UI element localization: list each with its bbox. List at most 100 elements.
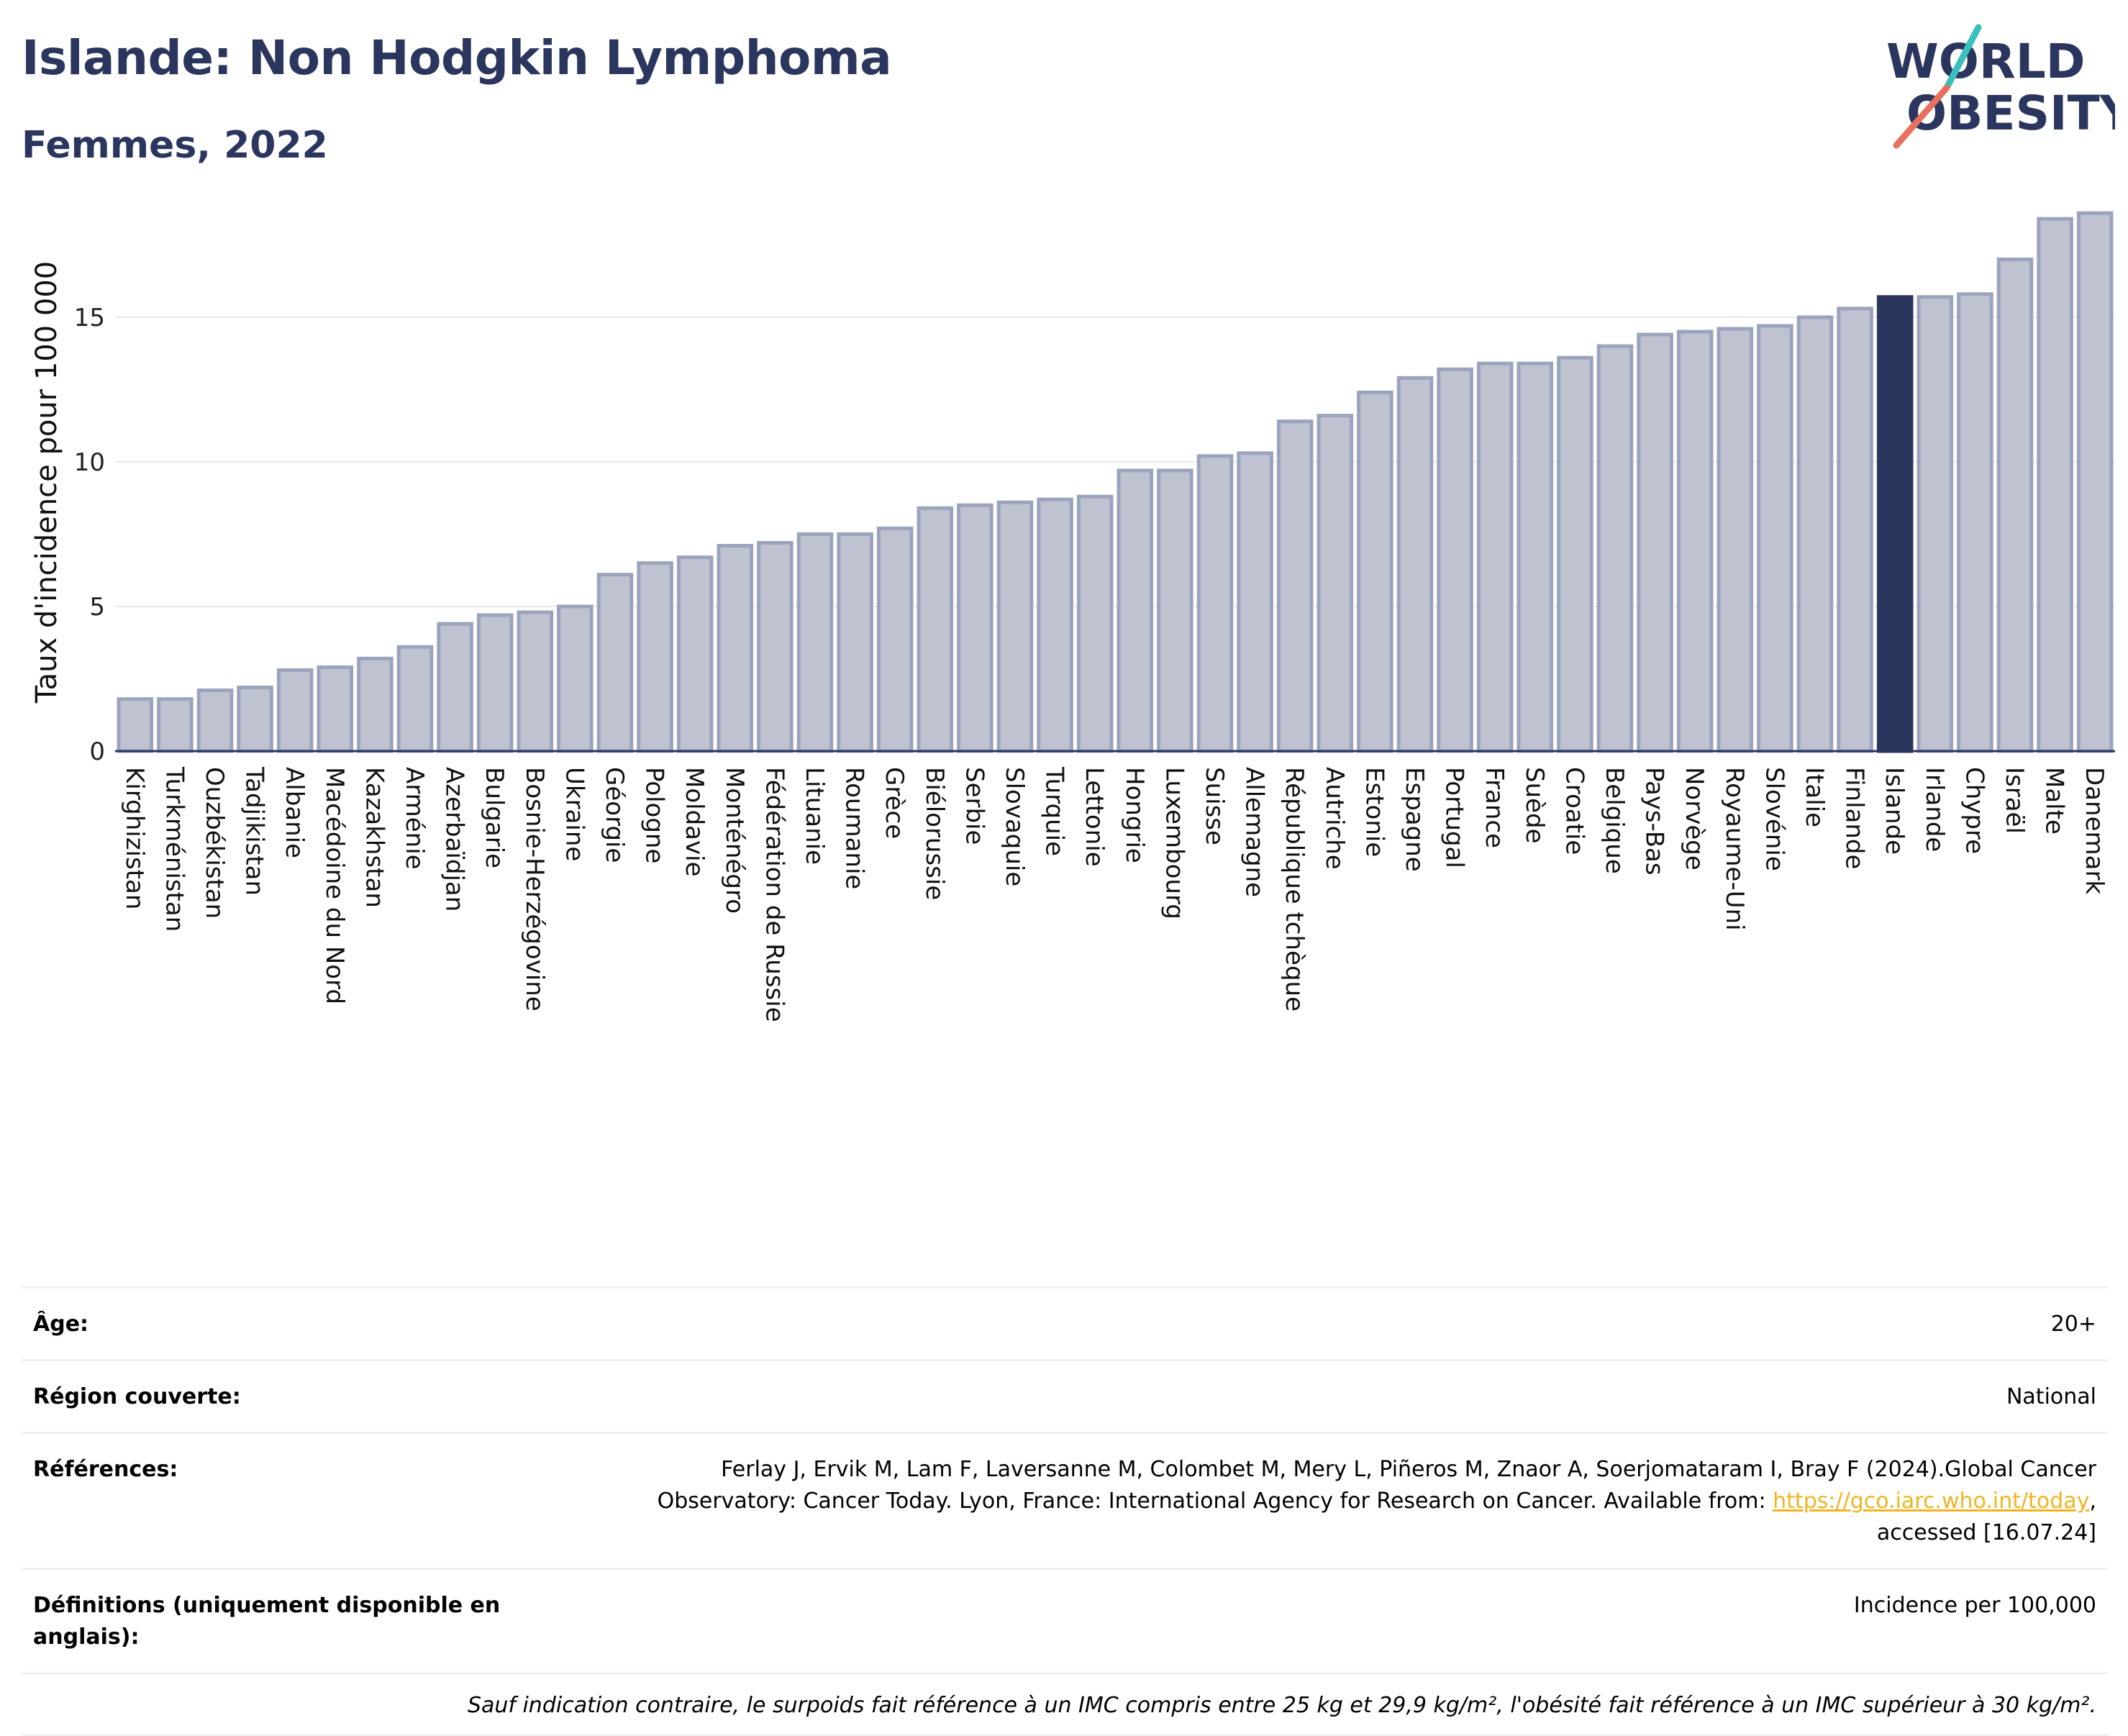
age-label: Âge: [33, 1312, 89, 1337]
logo-slash-coral [1893, 84, 1950, 149]
x-tick-label: Kazakhstan [360, 767, 388, 908]
references-link[interactable]: https://gco.iarc.who.int/today [1773, 1489, 2090, 1514]
x-tick-label: Irlande [1920, 767, 1949, 852]
x-tick-label: Ouzbékistan [200, 767, 229, 919]
info-row-region: Région couverte: National [22, 1359, 2108, 1432]
bar-42 [1796, 315, 1834, 753]
bar-40 [1717, 327, 1754, 753]
x-tick-label: Macédoine du Nord [320, 767, 349, 1004]
x-tick-label: Biélorussie [920, 767, 949, 900]
bar-18 [837, 532, 873, 753]
x-tick-label: Portugal [1440, 767, 1469, 868]
y-tick-label: 5 [89, 593, 105, 622]
bar-2 [196, 689, 234, 753]
x-tick-label: Chypre [1960, 767, 1988, 854]
x-tick-label: Estonie [1360, 767, 1388, 857]
bar-9 [476, 613, 514, 753]
x-tick-label: Lituanie [800, 767, 829, 865]
x-tick-label: Danemark [2080, 767, 2109, 894]
bar-24 [1076, 494, 1114, 753]
bar-35 [1517, 361, 1554, 753]
x-tick-label: Suède [1520, 767, 1549, 844]
bar-14 [676, 555, 714, 753]
x-tick-label: Albanie [280, 767, 309, 858]
x-tick-label: Arménie [400, 767, 429, 870]
y-tick-label: 10 [74, 448, 105, 477]
x-tick-label: Pologne [640, 767, 669, 863]
bar-46 [1957, 292, 1993, 753]
bar-23 [1037, 497, 1073, 753]
footnote: Sauf indication contraire, le surpoids f… [22, 1672, 2108, 1736]
bar-11 [557, 604, 594, 753]
x-tick-label: Autriche [1320, 767, 1349, 870]
bar-4 [276, 668, 314, 753]
info-row-definitions: Définitions (uniquement disponible en an… [22, 1568, 2108, 1672]
x-tick-label: Espagne [1400, 767, 1429, 872]
bar-26 [1157, 468, 1193, 753]
x-tick-label: Belgique [1600, 767, 1629, 874]
x-tick-label: Slovénie [1760, 767, 1788, 871]
bar-49 [2076, 211, 2114, 753]
x-tick-label: Luxembourg [1160, 767, 1188, 919]
bar-3 [237, 686, 273, 753]
x-tick-label: Lettonie [1080, 767, 1109, 867]
age-value: 20+ [2050, 1312, 2096, 1337]
bar-chart: 0 5 10 15 Kirghizistan Turkménistan Ouzbékist… [30, 211, 2115, 1022]
definitions-label: Définitions (uniquement disponible en an… [33, 1593, 501, 1650]
bar-28 [1237, 451, 1273, 753]
chart-subtitle: Femmes, 2022 [22, 124, 328, 167]
bar-32 [1396, 376, 1434, 753]
bar-27 [1196, 454, 1234, 753]
bar-17 [796, 532, 834, 753]
bar-16 [757, 541, 794, 753]
bar-12 [596, 573, 634, 753]
x-tick-label: Allemagne [1240, 767, 1269, 897]
bar-1 [157, 697, 194, 753]
x-tick-label: Israël [2000, 767, 2029, 834]
logo-text-world: WORLD [1886, 34, 2086, 89]
x-tick-label: Grèce [880, 767, 909, 839]
x-tick-label: Serbie [960, 767, 988, 845]
x-tick-label: Finlande [1840, 767, 1869, 869]
bar-13 [637, 561, 673, 753]
bar-19 [876, 526, 914, 753]
bar-15 [717, 544, 754, 753]
bar-8 [437, 622, 473, 753]
y-tick-label: 15 [74, 304, 105, 332]
x-tick-label: Croatie [1560, 767, 1588, 855]
x-tick-label: Malte [2040, 767, 2069, 835]
x-tick-label: Ukraine [560, 767, 588, 861]
x-tick-label: Kirghizistan [120, 767, 149, 909]
bar-6 [357, 656, 394, 753]
bar-21 [957, 503, 993, 753]
bar-39 [1676, 330, 1714, 753]
x-tick-label: Hongrie [1120, 767, 1149, 863]
bar-43 [1837, 306, 1873, 753]
x-tick-label: Slovaquie [1000, 767, 1029, 886]
x-tick-label: Norvège [1680, 767, 1709, 871]
x-tick-label: Italie [1800, 767, 1829, 827]
bar-48 [2037, 217, 2073, 753]
references-text-3: , [2089, 1489, 2096, 1514]
y-axis-label: Taux d'incidence pour 100 000 [30, 261, 63, 704]
x-tick-label: Roumanie [840, 767, 869, 889]
bar-10 [517, 610, 554, 753]
x-tick-label: Fédération de Russie [760, 767, 788, 1022]
bar-36 [1557, 355, 1593, 753]
x-tick-labels: Kirghizistan Turkménistan Ouzbékistan Tadji… [120, 766, 2109, 1022]
region-value: National [2006, 1384, 2096, 1409]
bar-33 [1437, 367, 1473, 753]
info-row-references: Références: Ferlay J, Ervik M, Lam F, La… [22, 1432, 2108, 1568]
x-tick-label: Turquie [1040, 766, 1069, 856]
bar-44 [1876, 295, 1914, 753]
x-tick-label: Royaume-Uni [1720, 767, 1749, 931]
bar-34 [1476, 361, 1514, 753]
x-tick-label: Tadjikistan [240, 766, 269, 896]
x-tick-label: Moldavie [680, 767, 709, 877]
x-tick-label: Bulgarie [480, 767, 509, 868]
bar-47 [1996, 258, 2034, 753]
x-tick-label: Azerbaïdjan [440, 767, 469, 912]
x-tick-label: Turkménistan [160, 766, 188, 932]
bar-5 [317, 665, 354, 753]
x-tick-label: Géorgie [600, 767, 629, 863]
